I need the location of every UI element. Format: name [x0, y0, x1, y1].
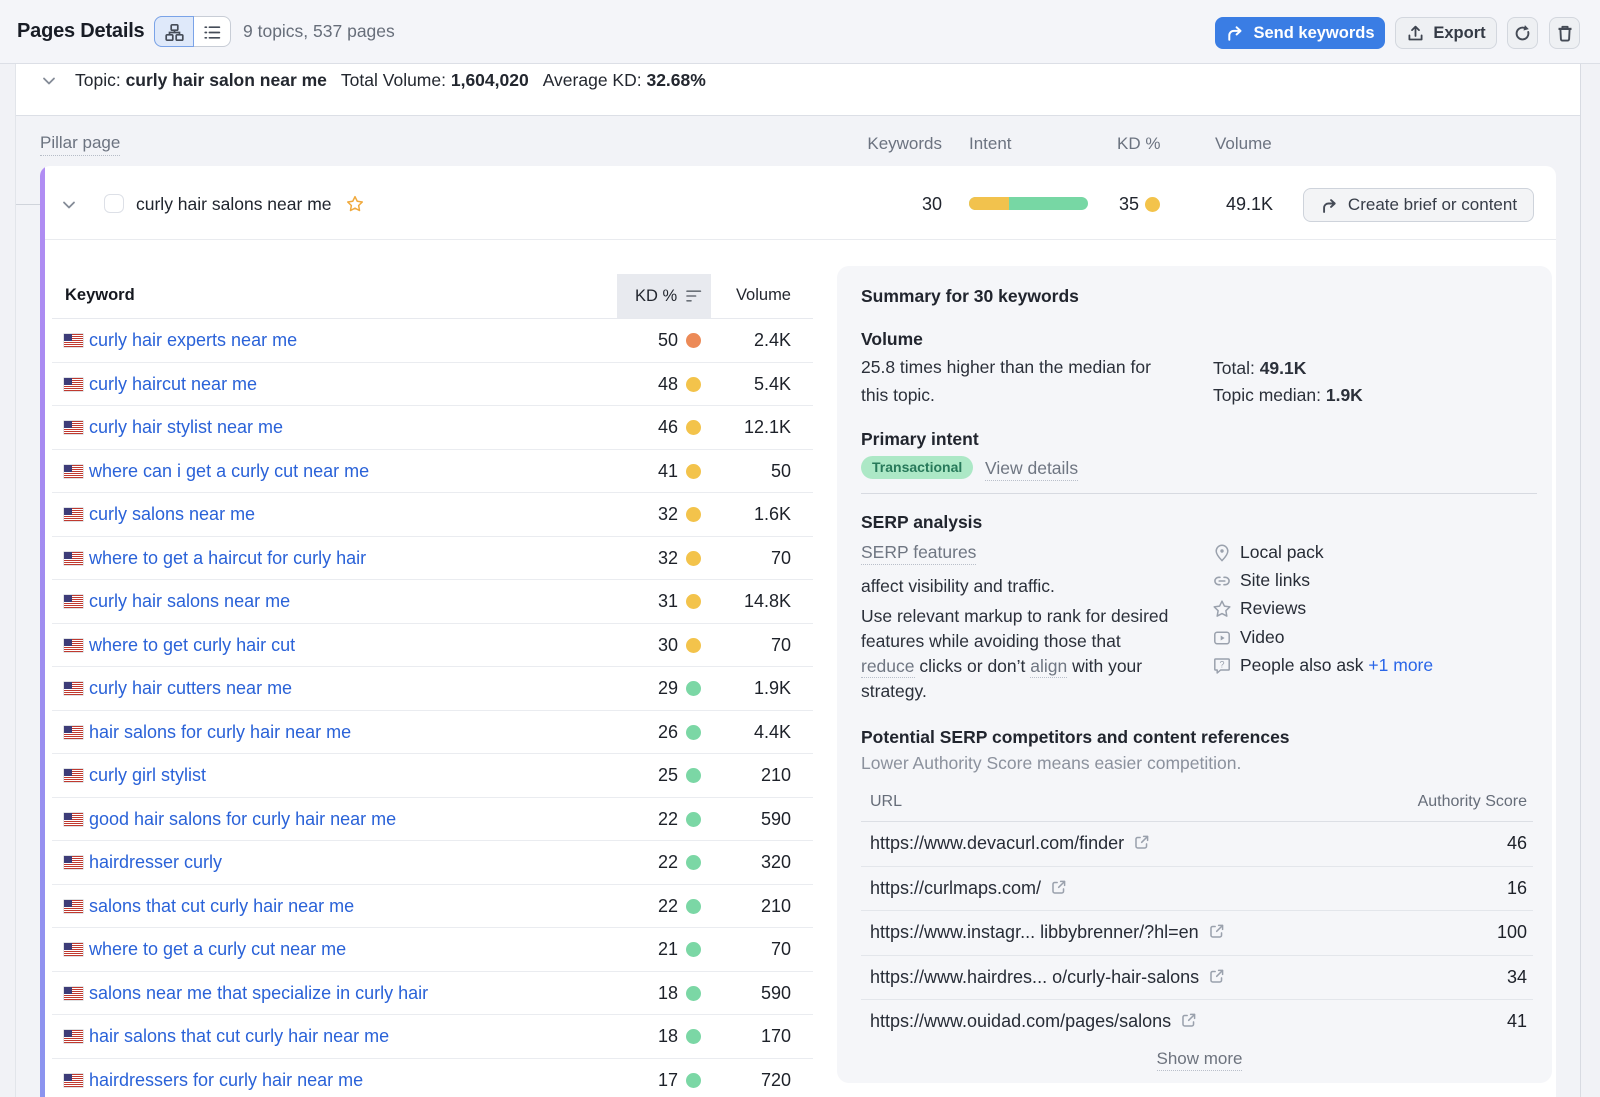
svg-text:?: ?: [1219, 659, 1224, 669]
